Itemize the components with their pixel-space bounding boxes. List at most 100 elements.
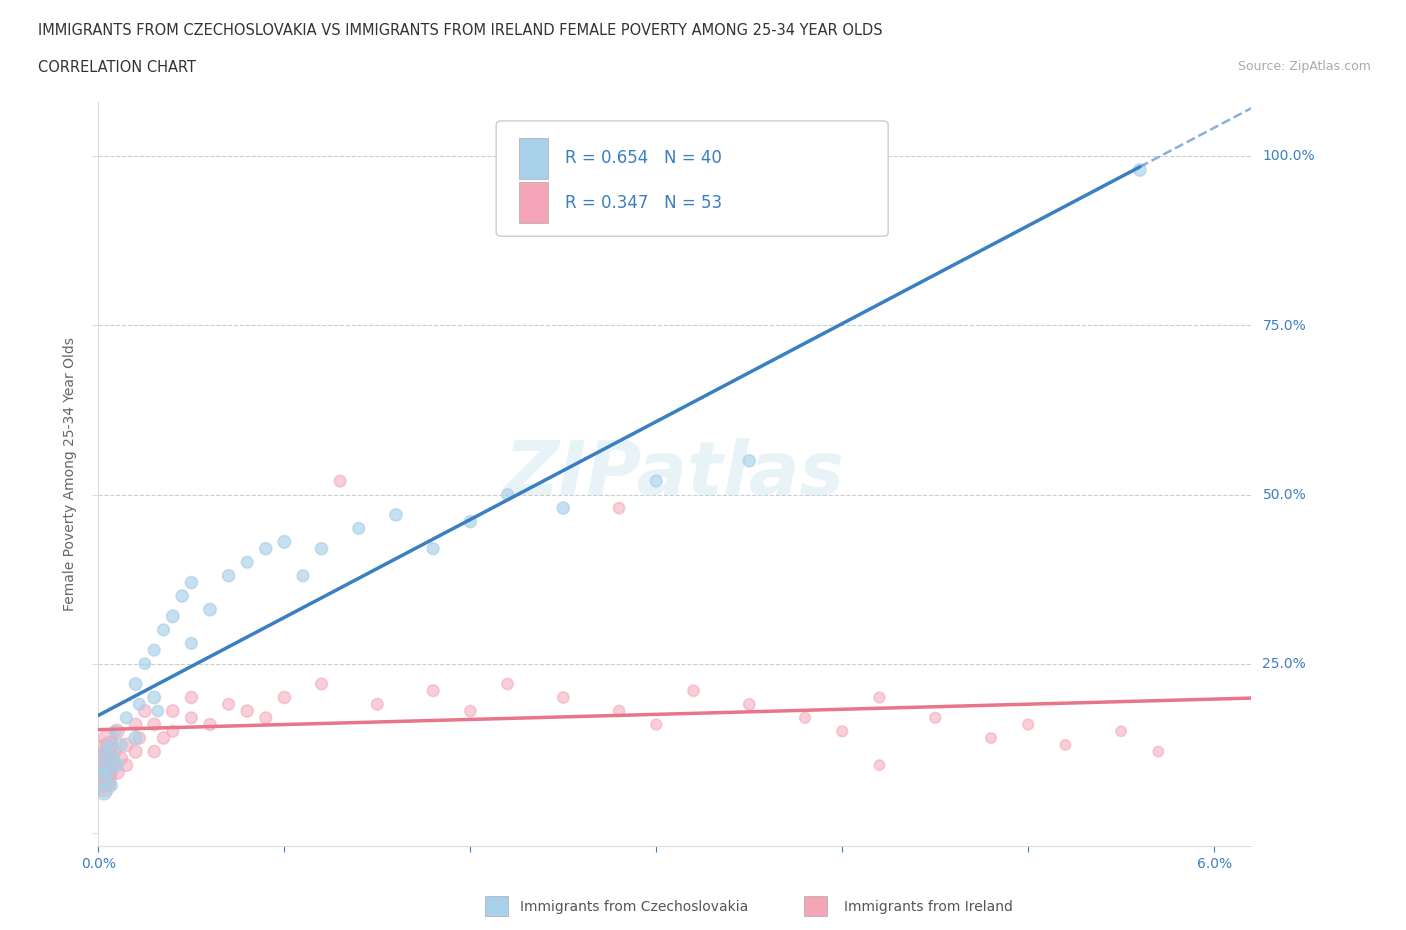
- Point: [98, 737, 121, 752]
- Point: [124, 676, 146, 691]
- Point: [100, 758, 122, 773]
- Point: [460, 514, 482, 529]
- Point: [104, 724, 127, 738]
- Point: [198, 717, 221, 732]
- Point: [738, 697, 761, 711]
- Point: [831, 724, 853, 738]
- Y-axis label: Female Poverty Among 25-34 Year Olds: Female Poverty Among 25-34 Year Olds: [63, 338, 77, 611]
- FancyBboxPatch shape: [496, 121, 889, 236]
- Point: [100, 778, 122, 793]
- Point: [1109, 724, 1132, 738]
- Text: Immigrants from Czechoslovakia: Immigrants from Czechoslovakia: [520, 899, 748, 914]
- Point: [218, 568, 240, 583]
- Point: [162, 609, 184, 624]
- Point: [180, 636, 202, 651]
- Point: [366, 697, 388, 711]
- Point: [329, 473, 352, 488]
- Text: 100.0%: 100.0%: [1263, 150, 1315, 164]
- Text: 25.0%: 25.0%: [1263, 657, 1306, 671]
- Point: [146, 704, 169, 719]
- Point: [128, 731, 150, 746]
- Point: [110, 751, 132, 765]
- Point: [97, 764, 120, 779]
- Point: [311, 541, 333, 556]
- Point: [273, 535, 295, 550]
- Point: [143, 744, 166, 759]
- FancyBboxPatch shape: [519, 138, 548, 179]
- Point: [553, 690, 575, 705]
- Point: [198, 602, 221, 617]
- Point: [460, 704, 482, 719]
- Text: IMMIGRANTS FROM CZECHOSLOVAKIA VS IMMIGRANTS FROM IRELAND FEMALE POVERTY AMONG 2: IMMIGRANTS FROM CZECHOSLOVAKIA VS IMMIGR…: [38, 23, 883, 38]
- Text: ZIPatlas: ZIPatlas: [505, 438, 845, 511]
- Point: [254, 541, 277, 556]
- Point: [93, 785, 115, 800]
- Point: [1017, 717, 1039, 732]
- Point: [143, 717, 166, 732]
- Point: [311, 676, 333, 691]
- Point: [115, 737, 138, 752]
- Point: [91, 758, 114, 773]
- Point: [607, 500, 630, 515]
- Point: [794, 711, 817, 725]
- Point: [91, 771, 114, 786]
- Point: [152, 622, 174, 637]
- FancyBboxPatch shape: [804, 896, 827, 916]
- Point: [94, 751, 117, 765]
- Point: [93, 778, 115, 793]
- Point: [291, 568, 314, 583]
- Text: Source: ZipAtlas.com: Source: ZipAtlas.com: [1237, 60, 1371, 73]
- Point: [115, 711, 138, 725]
- Point: [94, 744, 117, 759]
- Point: [89, 758, 111, 773]
- Point: [254, 711, 277, 725]
- Point: [97, 764, 120, 779]
- Point: [162, 724, 184, 738]
- Point: [124, 731, 146, 746]
- Point: [105, 764, 128, 779]
- Text: Immigrants from Ireland: Immigrants from Ireland: [844, 899, 1012, 914]
- Point: [868, 690, 890, 705]
- Point: [980, 731, 1002, 746]
- FancyBboxPatch shape: [519, 182, 548, 223]
- Point: [607, 704, 630, 719]
- Point: [124, 744, 146, 759]
- Point: [347, 521, 370, 536]
- Point: [236, 704, 259, 719]
- Point: [97, 731, 120, 746]
- Point: [143, 690, 166, 705]
- Point: [134, 657, 156, 671]
- Point: [422, 541, 444, 556]
- Point: [645, 473, 668, 488]
- Point: [152, 731, 174, 746]
- Text: R = 0.654   N = 40: R = 0.654 N = 40: [565, 149, 723, 167]
- Point: [273, 690, 295, 705]
- Point: [1147, 744, 1170, 759]
- Point: [128, 697, 150, 711]
- Point: [682, 684, 704, 698]
- FancyBboxPatch shape: [485, 896, 508, 916]
- Point: [124, 717, 146, 732]
- Point: [218, 697, 240, 711]
- Point: [89, 771, 111, 786]
- Point: [645, 717, 668, 732]
- Point: [1054, 737, 1077, 752]
- Point: [496, 676, 519, 691]
- Point: [868, 758, 890, 773]
- Text: CORRELATION CHART: CORRELATION CHART: [38, 60, 195, 75]
- Point: [98, 737, 121, 752]
- Point: [103, 744, 125, 759]
- Text: R = 0.347   N = 53: R = 0.347 N = 53: [565, 193, 723, 212]
- Point: [172, 589, 194, 604]
- Point: [162, 704, 184, 719]
- Point: [105, 724, 128, 738]
- Point: [924, 711, 946, 725]
- Text: 50.0%: 50.0%: [1263, 487, 1306, 501]
- Text: 75.0%: 75.0%: [1263, 318, 1306, 333]
- Point: [553, 500, 575, 515]
- Point: [1129, 163, 1152, 178]
- Point: [93, 744, 115, 759]
- Point: [236, 555, 259, 570]
- Point: [180, 711, 202, 725]
- Point: [385, 508, 408, 523]
